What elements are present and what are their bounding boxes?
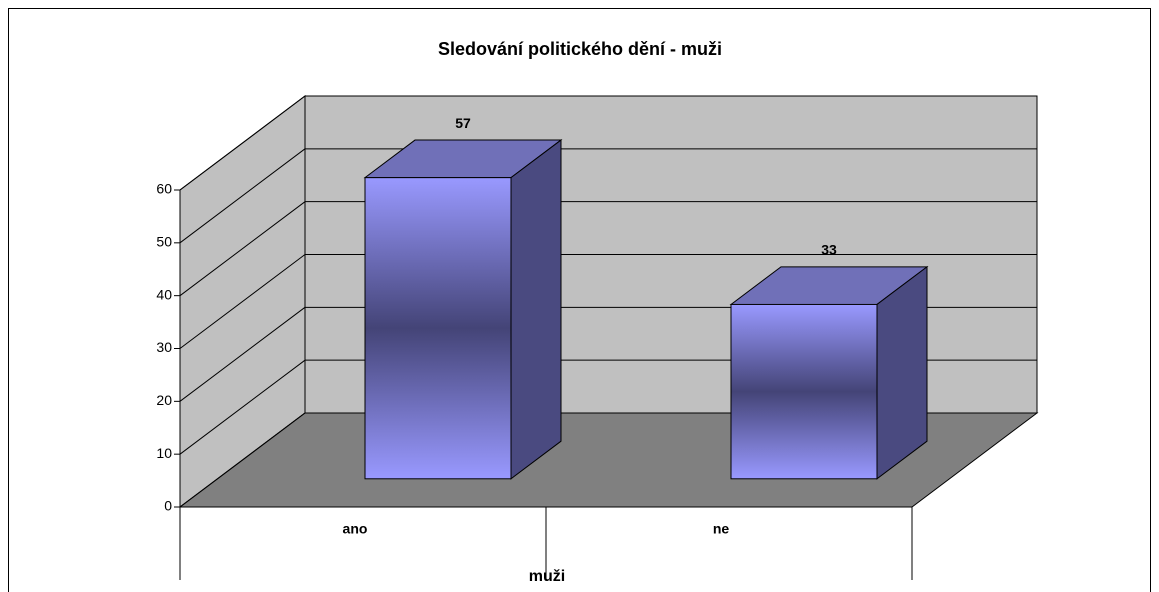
y-tick-label: 60 xyxy=(156,181,172,197)
chart-title: Sledování politického dění - muži xyxy=(438,39,722,59)
grid-line xyxy=(179,254,306,349)
x-axis-label: muži xyxy=(529,568,565,585)
y-tick-label: 50 xyxy=(156,234,172,250)
chart-border xyxy=(8,8,1151,592)
y-tick-label: 10 xyxy=(156,445,172,461)
bar-side xyxy=(876,265,928,480)
grid-line xyxy=(179,148,306,244)
bar xyxy=(730,303,878,480)
grid-line xyxy=(179,359,306,455)
grid-line xyxy=(179,412,306,508)
y-tick-label: 40 xyxy=(156,286,172,302)
grid-line xyxy=(179,95,306,191)
y-tick-label: 0 xyxy=(164,498,172,514)
y-tick-label: 20 xyxy=(156,392,172,408)
grid-line xyxy=(179,201,306,297)
x-tick-label: ne xyxy=(713,521,730,537)
y-tick-label: 30 xyxy=(156,339,172,355)
bar xyxy=(364,177,512,480)
data-label: 57 xyxy=(455,115,471,131)
grid-line xyxy=(179,306,306,402)
data-label: 33 xyxy=(821,242,837,258)
x-tick-label: ano xyxy=(343,521,368,537)
bar-side xyxy=(510,139,562,480)
